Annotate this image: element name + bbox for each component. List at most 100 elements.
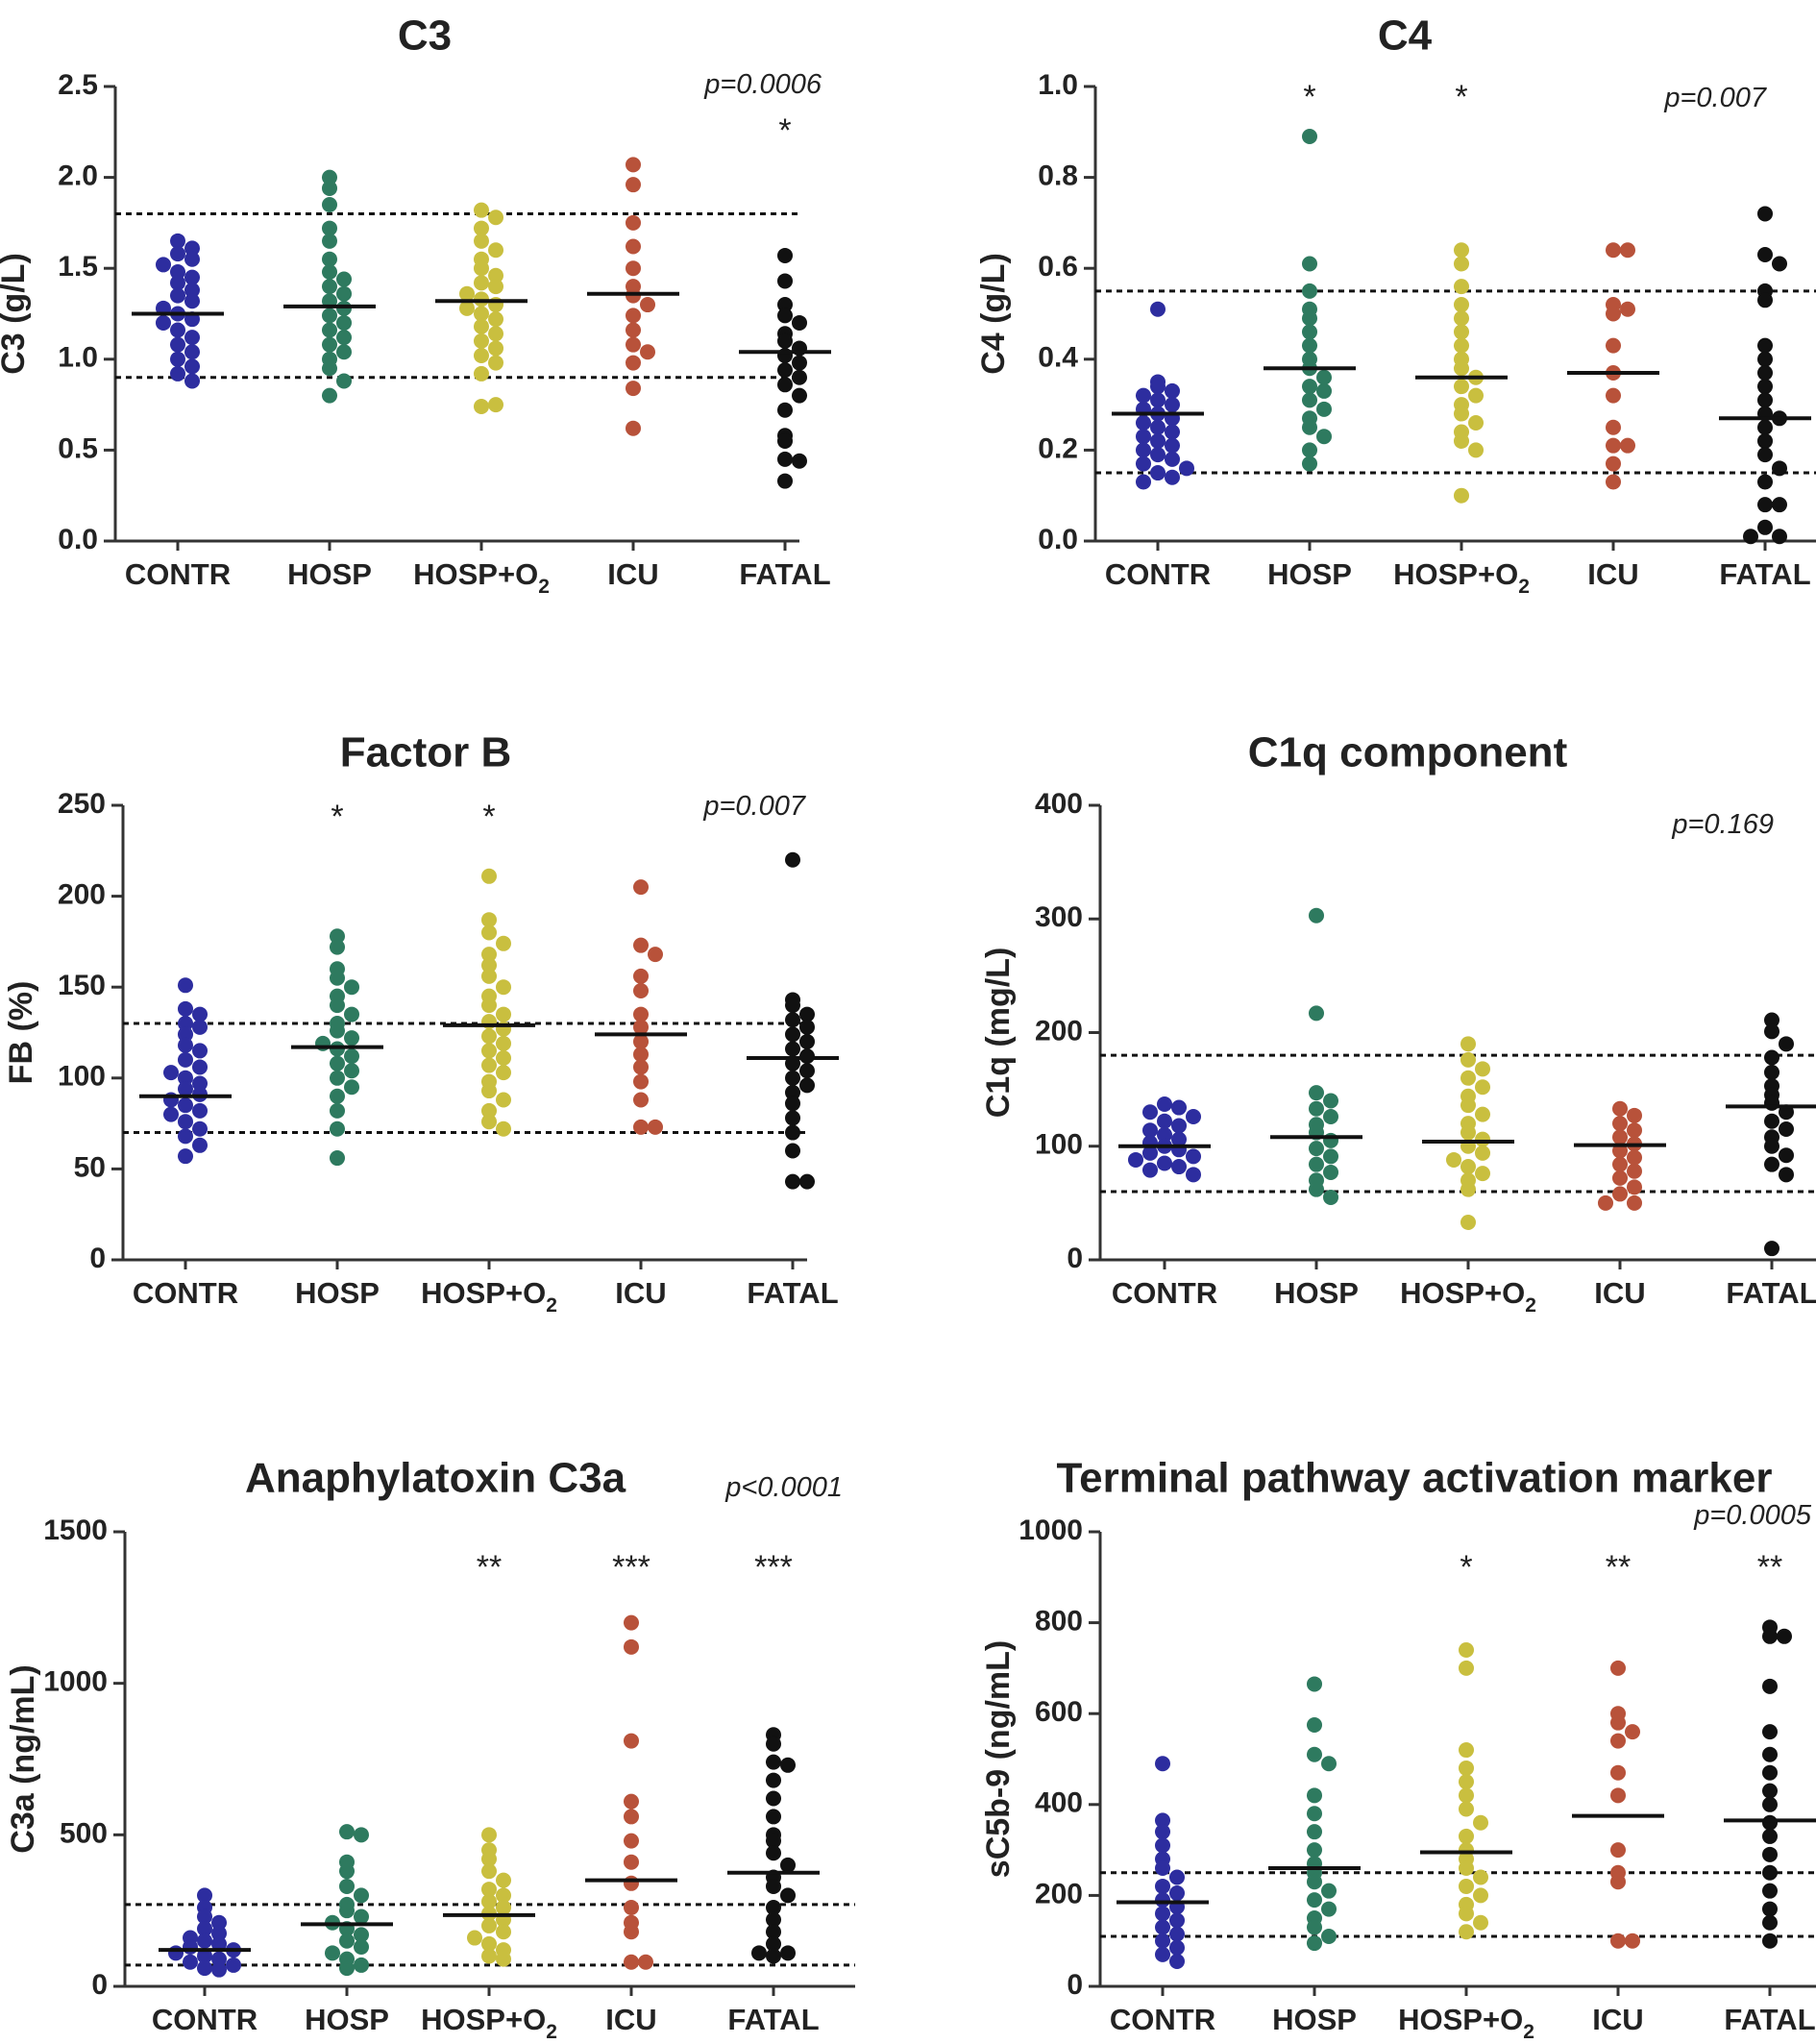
data-point [626,177,641,193]
data-point [1779,1167,1794,1183]
data-point [1473,1869,1488,1885]
data-point [1323,1093,1338,1109]
data-point [785,1173,800,1190]
data-point [792,453,807,469]
data-point [325,1945,340,1961]
data-point [184,240,200,257]
data-point [354,1827,369,1843]
data-point [785,1012,800,1028]
data-point [1165,397,1180,413]
data-point [1157,1113,1172,1129]
data-point [1155,1892,1170,1909]
data-point [1169,1939,1185,1956]
data-point [780,1857,796,1873]
data-point [1627,1122,1642,1139]
data-point [1323,1189,1338,1205]
data-point [1762,1764,1778,1781]
data-point [336,271,352,287]
data-point [1169,1953,1185,1969]
data-point [496,1035,511,1051]
y-tick-label: 250 [58,788,106,820]
y-axis-label: C3 (g/L) [0,253,32,375]
data-point [1460,1181,1476,1197]
data-point [633,1073,649,1090]
data-point [777,273,793,289]
data-point [624,1875,639,1891]
data-point [336,314,352,331]
data-point [336,373,352,389]
data-point [1779,1147,1794,1164]
data-point [626,336,641,353]
data-point [1171,1159,1187,1175]
data-point [1179,460,1194,477]
data-point [1142,1145,1158,1161]
data-point [192,1075,208,1092]
data-point [1454,432,1469,449]
data-point [1473,1887,1488,1904]
x-tick-label: ICU [1592,2003,1643,2036]
data-point [496,1006,511,1022]
data-point [1475,1061,1490,1077]
data-point [626,355,641,371]
data-point [322,251,337,267]
data-point [1762,1828,1778,1844]
y-tick-label: 0 [91,1969,108,2001]
y-axis-label: sC5b-9 (ng/mL) [980,1640,1017,1878]
y-tick-label: 0.5 [58,432,98,464]
y-axis-label: C3a (ng/mL) [5,1664,41,1853]
data-point [1473,1914,1488,1931]
chart-title: C1q component [1248,729,1568,776]
data-point [192,1059,208,1075]
data-point [1764,1012,1779,1028]
data-point [1772,460,1787,477]
data-point [633,1059,649,1075]
x-tick-label: HOSP [295,1276,380,1310]
data-point [481,1863,497,1880]
data-point [766,1924,781,1940]
data-point [336,330,352,346]
data-point [322,233,337,249]
data-point [1307,1746,1322,1762]
data-point [624,1638,639,1655]
data-point [184,358,200,375]
data-point [322,169,337,185]
data-point [481,1917,497,1933]
y-axis-label: FB (%) [3,981,39,1085]
data-point [192,1043,208,1059]
data-point [496,1872,511,1888]
data-point [1610,1874,1626,1890]
data-point [1316,369,1332,385]
data-point [344,1006,359,1022]
data-point [1610,1714,1626,1731]
data-point [184,293,200,309]
data-point [481,924,497,941]
x-tick-label: FATAL [739,557,830,591]
data-point [1302,310,1317,327]
data-point [1136,456,1151,472]
data-point [1155,1756,1170,1772]
data-point [481,1028,497,1045]
data-point [339,1903,355,1919]
data-point [211,1935,227,1952]
data-point [1473,1814,1488,1831]
y-tick-label: 400 [1035,788,1083,820]
data-point [163,1106,179,1122]
data-point [496,1065,511,1081]
data-point [799,1063,815,1079]
x-tick-subscript: 2 [1523,2021,1534,2043]
y-tick-label: 1.0 [1038,69,1078,101]
data-point [1307,1806,1322,1822]
x-tick-label: FATAL [727,2003,819,2036]
data-point [766,1809,781,1825]
chart-title: Terminal pathway activation marker [1056,1455,1772,1502]
x-tick-label: FATAL [747,1276,838,1310]
data-point [1142,1162,1158,1178]
data-point [1307,1787,1322,1804]
data-point [322,279,337,295]
x-tick-label: ICU [615,1276,666,1310]
data-point [1475,1079,1490,1096]
data-point [1627,1107,1642,1123]
data-point [481,1935,497,1952]
data-point [1169,1885,1185,1902]
p-value: p=0.007 [1663,83,1768,113]
